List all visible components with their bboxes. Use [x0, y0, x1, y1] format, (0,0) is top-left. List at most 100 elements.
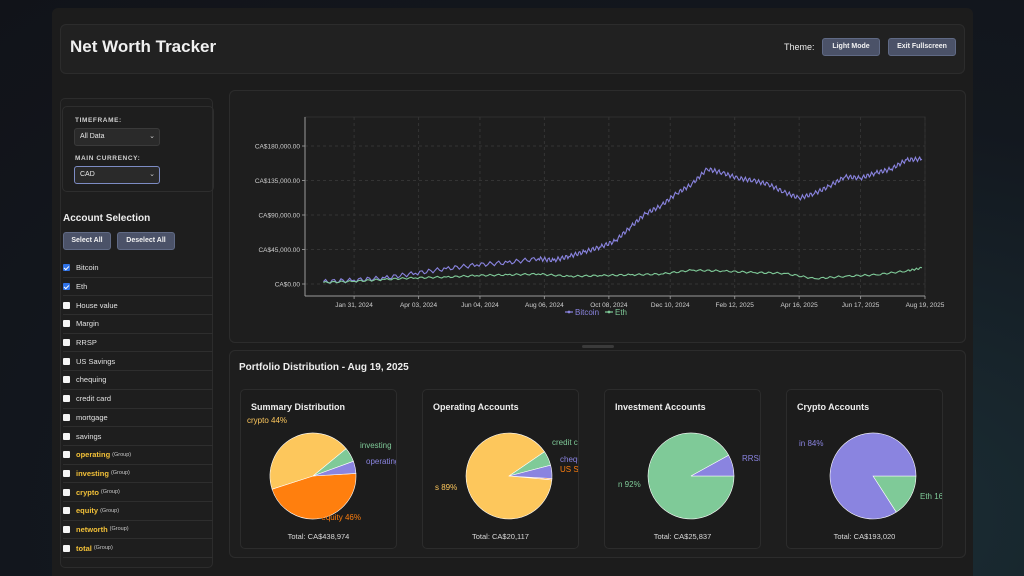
y-tick-label: CA$180,000.00 [255, 144, 301, 151]
account-checkbox[interactable] [63, 283, 70, 291]
pie-total: Total: CA$20,117 [472, 532, 529, 541]
timeframe-select[interactable]: All Data ⌄ [74, 128, 160, 146]
account-label: mortgage [76, 412, 108, 422]
account-item[interactable]: networth (Group) [63, 521, 213, 540]
y-tick-label: CA$45,000.00 [258, 247, 300, 254]
account-checkbox[interactable] [63, 469, 70, 477]
crypto-accounts-card: Crypto Accounts in 84% Eth 16 Total: CA$1… [786, 389, 943, 549]
group-tag: (Group) [100, 489, 120, 496]
pie-title: Summary Distribution [251, 402, 346, 412]
currency-select[interactable]: CAD ⌄ [74, 166, 160, 184]
account-item[interactable]: credit card [63, 390, 213, 409]
pie-slice-label: n 92% [618, 480, 641, 489]
pie-slice-label: chequ [560, 455, 579, 464]
account-label: networth [76, 524, 108, 534]
group-tag: (Group) [100, 507, 120, 514]
light-mode-button[interactable]: Light Mode [822, 38, 880, 56]
theme-label: Theme: [784, 42, 815, 52]
investment-accounts-card: Investment Accounts n 92% RRSF Total: CA$… [604, 389, 761, 549]
account-item[interactable]: total (Group) [63, 539, 213, 558]
legend-label: Eth [615, 308, 627, 317]
select-all-button[interactable]: Select All [63, 232, 111, 250]
x-tick-label: Feb 12, 2025 [716, 302, 755, 309]
account-label: credit card [76, 394, 112, 404]
account-item[interactable]: chequing [63, 371, 213, 390]
deselect-all-button[interactable]: Deselect All [117, 232, 175, 250]
account-label: equity [76, 506, 99, 516]
resize-handle[interactable] [582, 345, 614, 348]
y-tick-label: CA$90,000.00 [258, 213, 300, 220]
account-checkbox[interactable] [63, 357, 70, 365]
account-label: total [76, 543, 92, 553]
account-item[interactable]: crypto (Group) [63, 483, 213, 502]
pie-slice-label: credit c [552, 438, 578, 447]
account-label: savings [76, 431, 102, 441]
account-checkbox[interactable] [63, 525, 70, 533]
account-checkbox[interactable] [63, 320, 70, 328]
account-checkbox[interactable] [63, 507, 70, 515]
account-list: Bitcoin Eth House value Margin RRSP US Saving… [63, 259, 213, 558]
group-tag: (Group) [109, 526, 129, 533]
account-item[interactable]: Eth [63, 278, 213, 297]
account-label: House value [76, 300, 118, 310]
currency-label: MAIN CURRENCY: [75, 155, 141, 162]
group-tag: (Group) [93, 545, 113, 552]
legend-marker [567, 310, 571, 314]
account-checkbox[interactable] [63, 264, 70, 272]
y-tick-label: CA$135,000.00 [255, 178, 301, 185]
account-checkbox[interactable] [63, 544, 70, 552]
account-label: US Savings [76, 356, 116, 366]
pie-total: Total: CA$25,837 [653, 532, 712, 541]
account-item[interactable]: RRSP [63, 334, 213, 353]
account-item[interactable]: equity (Group) [63, 502, 213, 521]
account-item[interactable]: Bitcoin [63, 259, 213, 278]
series-line-bitcoin [323, 155, 923, 284]
account-item[interactable]: operating (Group) [63, 446, 213, 465]
x-tick-label: Jun 04, 2024 [461, 302, 499, 309]
pie-total: Total: CA$438,974 [287, 532, 350, 541]
chevron-down-icon: ⌄ [149, 133, 155, 140]
account-label: chequing [76, 375, 107, 385]
account-label: RRSP [76, 338, 97, 348]
pie-slice [269, 432, 347, 490]
header-bar: Net Worth Tracker Theme: Light Mode Exit… [60, 24, 965, 74]
pie-slice-label: RRSF [742, 454, 761, 463]
line-chart-panel: CA$0.00 CA$45,000.00 CA$90,000.00 CA$135,00… [229, 90, 966, 343]
account-item[interactable]: investing (Group) [63, 465, 213, 484]
pie-title: Crypto Accounts [797, 402, 870, 412]
x-tick-label: Apr 03, 2024 [400, 302, 438, 309]
timeframe-label: TIMEFRAME: [75, 117, 122, 124]
account-item[interactable]: savings [63, 427, 213, 446]
account-checkbox[interactable] [63, 339, 70, 347]
summary-distribution-card: Summary Distribution crypto 44% equity 46… [240, 389, 397, 549]
x-tick-label: Apr 16, 2025 [781, 302, 819, 309]
account-checkbox[interactable] [63, 395, 70, 403]
x-tick-label: Aug 06, 2024 [525, 302, 564, 309]
account-checkbox[interactable] [63, 301, 70, 309]
x-tick-label: Aug 19, 2025 [906, 302, 945, 309]
settings-box: TIMEFRAME: All Data ⌄ MAIN CURRENCY: CAD… [62, 106, 214, 192]
account-item[interactable]: House value [63, 296, 213, 316]
sidebar: TIMEFRAME: All Data ⌄ MAIN CURRENCY: CAD… [60, 98, 214, 568]
account-checkbox[interactable] [63, 413, 70, 421]
account-checkbox[interactable] [63, 488, 70, 496]
account-checkbox[interactable] [63, 432, 70, 440]
account-item[interactable]: Margin [63, 315, 213, 334]
x-tick-label: Jun 17, 2025 [842, 302, 880, 309]
pie-slice [690, 454, 735, 477]
page-title: Net Worth Tracker [70, 37, 217, 56]
pie-total: Total: CA$193,020 [833, 532, 896, 541]
account-item[interactable]: US Savings [63, 352, 213, 372]
account-label: operating [76, 450, 111, 460]
account-checkbox[interactable] [63, 451, 70, 459]
investment-pie-chart: n 92% RRSF [618, 432, 761, 520]
account-label: Bitcoin [76, 263, 99, 273]
exit-fullscreen-button[interactable]: Exit Fullscreen [888, 38, 956, 56]
net-worth-line-chart: CA$0.00 CA$45,000.00 CA$90,000.00 CA$135,00… [255, 116, 945, 317]
account-checkbox[interactable] [63, 376, 70, 384]
chevron-down-icon: ⌄ [149, 171, 155, 178]
group-tag: (Group) [110, 470, 130, 477]
pie-slice-label: US S [560, 465, 579, 474]
account-item[interactable]: mortgage [63, 409, 213, 428]
